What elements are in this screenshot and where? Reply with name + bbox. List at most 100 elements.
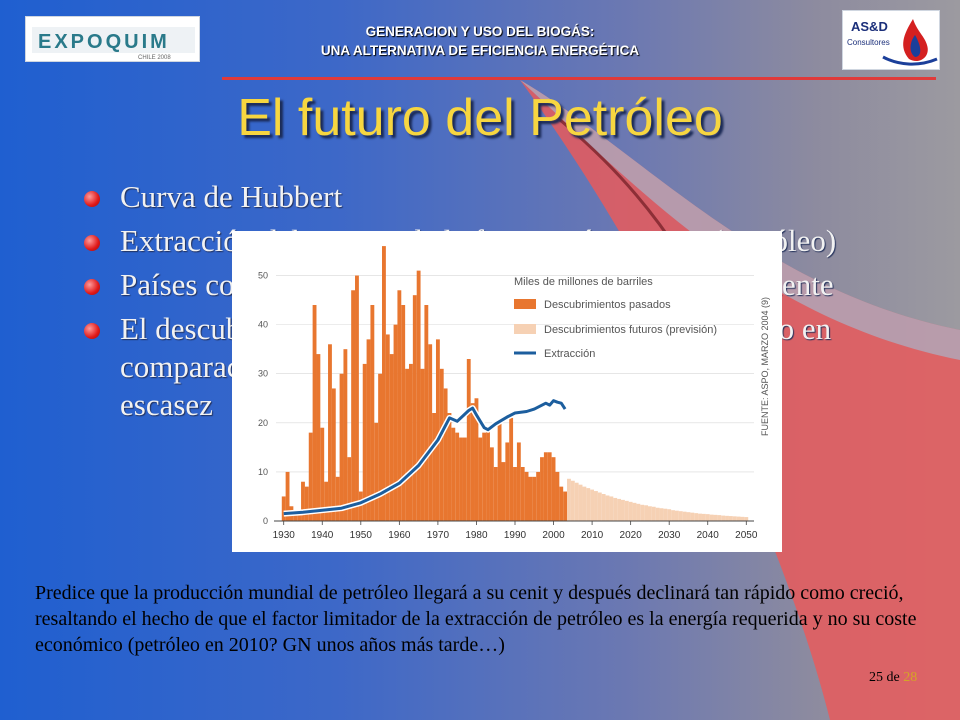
bar-past-discovery: [420, 368, 425, 521]
bar-future-discovery: [671, 510, 675, 521]
bar-future-discovery: [678, 511, 683, 521]
x-tick-label: 1990: [504, 530, 527, 541]
bullet-icon: [84, 279, 100, 295]
bar-past-discovery: [401, 305, 406, 521]
x-tick-label: 1960: [388, 530, 411, 541]
bar-future-discovery: [694, 513, 699, 521]
bar-future-discovery: [721, 515, 726, 521]
chart-source: FUENTE: ASPO, MARZO 2004 (9): [760, 297, 770, 436]
svg-text:EXPOQUIM: EXPOQUIM: [38, 31, 170, 53]
bar-past-discovery: [559, 486, 564, 521]
bar-past-discovery: [432, 413, 436, 521]
bar-future-discovery: [594, 491, 598, 521]
bar-future-discovery: [640, 504, 645, 521]
bar-past-discovery: [516, 442, 521, 521]
page-current: 25: [869, 670, 883, 685]
bar-past-discovery: [474, 398, 479, 521]
bar-past-discovery: [393, 324, 398, 521]
bar-future-discovery: [705, 514, 710, 521]
bar-future-discovery: [651, 506, 656, 521]
bar-future-discovery: [590, 489, 595, 521]
bar-past-discovery: [505, 442, 510, 521]
bar-future-discovery: [667, 509, 672, 521]
bar-past-discovery: [397, 290, 402, 521]
bar-past-discovery: [528, 476, 533, 521]
bar-past-discovery: [412, 295, 417, 521]
bar-past-discovery: [435, 339, 440, 521]
bar-future-discovery: [698, 513, 702, 521]
bar-future-discovery: [613, 497, 618, 521]
bar-past-discovery: [328, 344, 332, 521]
bar-past-discovery: [385, 334, 390, 521]
bar-past-discovery: [439, 368, 444, 521]
x-tick-label: 2010: [581, 530, 604, 541]
bar-past-discovery: [509, 417, 514, 521]
bar-future-discovery: [628, 501, 633, 521]
legend-swatch-future: [514, 324, 536, 334]
x-tick-label: 2020: [620, 530, 643, 541]
bar-future-discovery: [728, 516, 733, 521]
bar-future-discovery: [709, 514, 714, 521]
bar-past-discovery: [543, 452, 548, 521]
bar-future-discovery: [644, 505, 648, 521]
x-tick-label: 1970: [427, 530, 450, 541]
bar-past-discovery: [524, 471, 529, 521]
bar-future-discovery: [574, 482, 579, 521]
bar-future-discovery: [647, 506, 652, 521]
header-line-2: UNA ALTERNATIVA DE EFICIENCIA ENERGÉTICA: [320, 43, 640, 58]
bar-past-discovery: [405, 368, 409, 521]
bar-past-discovery: [382, 246, 386, 521]
bar-past-discovery: [335, 476, 340, 521]
bar-future-discovery: [713, 514, 718, 521]
svg-text:AS&D: AS&D: [851, 19, 888, 34]
extraction-line: [283, 399, 567, 516]
bar-past-discovery: [470, 403, 475, 521]
bullet-item: Curva de Hubbert: [80, 178, 850, 216]
svg-text:Consultores: Consultores: [847, 38, 890, 47]
y-tick-label: 40: [258, 320, 268, 330]
bar-future-discovery: [632, 502, 637, 521]
bar-past-discovery: [297, 511, 302, 521]
bar-past-discovery: [466, 359, 471, 521]
x-tick-label: 2040: [697, 530, 720, 541]
bar-future-discovery: [636, 503, 641, 521]
bar-future-discovery: [570, 480, 575, 521]
bar-past-discovery: [443, 388, 448, 521]
page-total: 28: [903, 670, 918, 685]
asd-logo: AS&D Consultores: [842, 10, 940, 70]
bar-past-discovery: [408, 363, 413, 521]
bar-future-discovery: [717, 515, 722, 521]
legend-label-extraction: Extracción: [544, 348, 595, 360]
y-tick-label: 50: [258, 271, 268, 281]
bar-past-discovery: [343, 349, 348, 521]
bar-past-discovery: [331, 388, 336, 521]
bar-future-discovery: [686, 512, 691, 521]
y-tick-label: 10: [258, 467, 268, 477]
legend-swatch-past: [514, 299, 536, 309]
bar-future-discovery: [740, 516, 745, 521]
bar-past-discovery: [424, 305, 429, 521]
bar-future-discovery: [586, 488, 591, 521]
bar-past-discovery: [312, 305, 317, 521]
bar-past-discovery: [451, 427, 456, 521]
bar-past-discovery: [304, 486, 309, 521]
bar-past-discovery: [316, 354, 321, 521]
bar-future-discovery: [674, 510, 679, 521]
bar-past-discovery: [462, 437, 467, 521]
bar-future-discovery: [659, 508, 664, 521]
bar-future-discovery: [732, 516, 737, 521]
legend-title: Miles de millones de barriles: [514, 276, 653, 288]
bar-past-discovery: [366, 339, 371, 521]
bar-future-discovery: [682, 511, 687, 521]
bar-past-discovery: [532, 476, 537, 521]
bar-past-discovery: [374, 422, 379, 521]
bar-past-discovery: [358, 491, 363, 521]
x-tick-label: 1940: [311, 530, 334, 541]
hubbert-chart: 0 10 20 30 40 50 1930 1940 1950 1960 1970 1980 1990 2…: [232, 231, 782, 552]
bar-past-discovery: [370, 305, 375, 521]
bar-future-discovery: [744, 517, 749, 521]
bar-past-discovery: [293, 511, 298, 521]
bar-past-discovery: [378, 373, 383, 521]
bar-future-discovery: [567, 478, 571, 521]
